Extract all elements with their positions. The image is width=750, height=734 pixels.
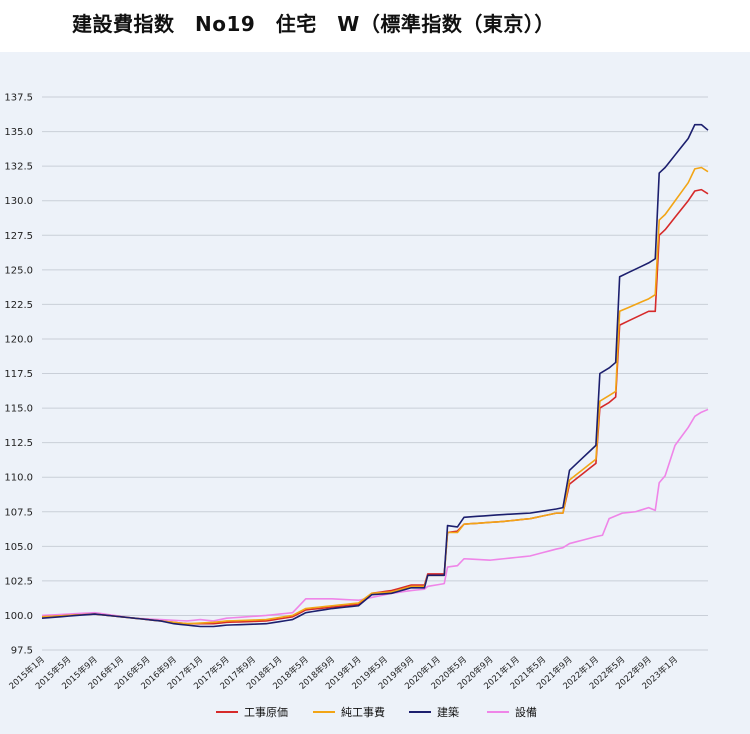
y-tick-label: 117.5 [4, 369, 33, 380]
series-line-2 [41, 123, 709, 628]
y-tick-label: 125.0 [4, 265, 33, 276]
y-tick-label: 115.0 [4, 404, 33, 415]
legend: 工事原価 純工事費 建築 設備 [216, 705, 537, 719]
series-line-1 [41, 166, 709, 625]
series-line-3 [41, 408, 709, 622]
y-tick-label: 102.5 [4, 576, 33, 587]
y-tick-label: 135.0 [4, 127, 33, 138]
y-tick-label: 137.5 [4, 93, 33, 104]
y-tick-label: 107.5 [4, 507, 33, 518]
chart-title-area: 建設費指数 No19 住宅 W（標準指数（東京）） [0, 0, 750, 52]
x-axis: 2015年1月2015年5月2015年9月2016年1月2016年5月2016年… [7, 654, 680, 692]
line-chart: 97.5 100.0 102.5 105.0 107.5 110.0 112.5 115.0 1… [4, 93, 709, 719]
series-line-0 [41, 188, 709, 625]
y-tick-label: 112.5 [4, 438, 33, 449]
y-tick-label: 130.0 [4, 196, 33, 207]
legend-label: 建築 [437, 705, 459, 719]
y-tick-label: 127.5 [4, 231, 33, 242]
y-tick-label: 122.5 [4, 300, 33, 311]
legend-label: 設備 [515, 705, 537, 719]
y-axis: 97.5 100.0 102.5 105.0 107.5 110.0 112.5 115.0 1… [4, 93, 33, 657]
y-tick-label: 105.0 [4, 542, 33, 553]
chart-title: 建設費指数 No19 住宅 W（標準指数（東京）） [72, 12, 555, 36]
series-lines [41, 123, 709, 628]
grid-lines [42, 96, 708, 651]
y-tick-label: 120.0 [4, 334, 33, 345]
y-tick-label: 97.5 [11, 646, 33, 657]
y-tick-label: 110.0 [4, 473, 33, 484]
y-tick-label: 100.0 [4, 611, 33, 622]
legend-label: 純工事費 [341, 705, 385, 719]
y-tick-label: 132.5 [4, 162, 33, 173]
legend-label: 工事原価 [244, 706, 288, 719]
